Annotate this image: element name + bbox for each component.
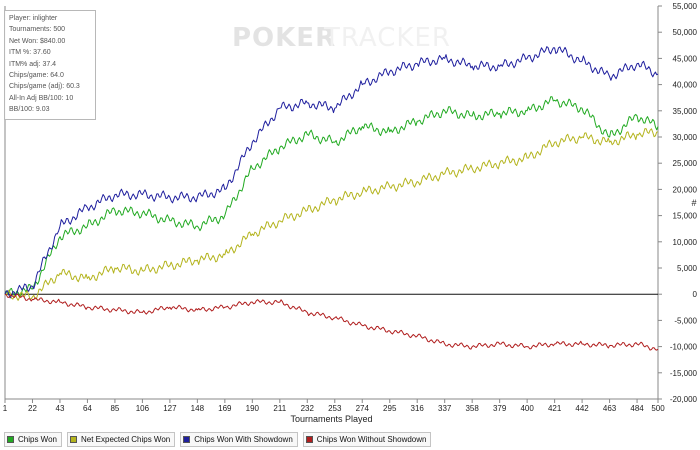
y-tick-label: 45,000 — [673, 54, 698, 63]
x-tick-label: 211 — [273, 404, 286, 413]
stats-chips-per-game-adj: Chips/game (adj): 60.3 — [9, 83, 80, 91]
legend-label: Chips Won — [18, 434, 57, 444]
x-tick-label: 43 — [56, 404, 65, 413]
legend-item-chips-won-with-showdown[interactable]: Chips Won With Showdown — [180, 431, 298, 447]
y-tick-label: 10,000 — [673, 238, 698, 247]
legend-label: Chips Won With Showdown — [194, 434, 293, 444]
x-tick-label: 190 — [246, 404, 260, 413]
legend-item-net-expected-chips-won[interactable]: Net Expected Chips Won — [66, 431, 176, 447]
x-tick-label: 85 — [110, 404, 119, 413]
x-tick-label: 500 — [651, 404, 665, 413]
stats-net-won: Net Won: $840.00 — [9, 37, 66, 45]
player-stats-box: Player: inlighter Tournaments: 500 Net W… — [4, 10, 96, 120]
x-tick-label: 106 — [136, 404, 150, 413]
series-line-chips-won — [4, 96, 659, 297]
series-line-chips-won-with-showdown — [4, 46, 659, 299]
series-line-chips-won-without-showdown — [4, 293, 659, 351]
stats-itm-adj: ITM% adj: 37.4 — [9, 60, 57, 68]
x-tick-label: 337 — [438, 404, 452, 413]
legend-swatch-net-expected — [69, 435, 77, 443]
stats-tournaments: Tournaments: 500 — [9, 26, 66, 34]
x-tick-label: 484 — [630, 404, 644, 413]
legend-label: Chips Won Without Showdown — [316, 434, 427, 444]
y-tick-label: -20,000 — [670, 395, 698, 404]
legend-item-chips-won[interactable]: Chips Won — [4, 431, 62, 447]
x-tick-label: 274 — [356, 404, 370, 413]
y-tick-label: 35,000 — [673, 107, 698, 116]
y-tick-label: -5,000 — [674, 316, 697, 325]
axes: -20,000 -15,000 -10,000 -5,000 0 5,000 10,000 1… — [3, 2, 698, 413]
y-tick-label: 30,000 — [673, 133, 698, 142]
stats-allin-adj-bb100: All-In Adj BB/100: 10 — [9, 94, 74, 102]
y-tick-label: 25,000 — [673, 159, 698, 168]
legend-label: Net Expected Chips Won — [80, 434, 171, 444]
y-tick-label: 20,000 — [673, 185, 698, 194]
x-tick-label: 232 — [301, 404, 315, 413]
series-group — [4, 46, 659, 351]
legend-swatch-without-showdown — [305, 435, 313, 443]
x-tick-label: 358 — [465, 404, 479, 413]
legend: Chips Won Net Expected Chips Won Chips W… — [0, 428, 700, 450]
x-tick-label: 463 — [603, 404, 617, 413]
y-tick-label: 40,000 — [673, 81, 698, 90]
y-axis-title: # — [691, 198, 696, 208]
legend-item-chips-won-without-showdown[interactable]: Chips Won Without Showdown — [302, 431, 432, 447]
y-tick-label: 55,000 — [673, 2, 698, 11]
x-tick-label: 64 — [83, 404, 92, 413]
watermark: POKER TRACKER — [232, 23, 451, 53]
legend-swatch-chips-won — [7, 435, 14, 443]
y-tick-label: -15,000 — [670, 369, 698, 378]
x-tick-label: 127 — [163, 404, 177, 413]
stats-player: Player: inlighter — [9, 15, 58, 22]
x-tick-label: 442 — [575, 404, 589, 413]
series-line-net-expected-chips-won — [4, 128, 659, 301]
y-tick-label: 50,000 — [673, 28, 698, 37]
x-tick-label: 148 — [191, 404, 205, 413]
x-tick-label: 421 — [548, 404, 562, 413]
x-tick-label: 253 — [328, 404, 342, 413]
x-tick-label: 1 — [3, 404, 8, 413]
x-tick-label: 295 — [383, 404, 397, 413]
watermark-poker: POKER — [232, 23, 336, 53]
x-tick-label: 22 — [28, 404, 37, 413]
stats-bb100: BB/100: 9.03 — [9, 106, 50, 114]
stats-chips-per-game: Chips/game: 64.0 — [9, 72, 64, 80]
y-tick-label: 15,000 — [673, 212, 698, 221]
x-axis-title: Tournaments Played — [290, 414, 372, 424]
y-tick-label: 0 — [693, 290, 698, 299]
x-tick-label: 400 — [520, 404, 534, 413]
x-tick-label: 316 — [411, 404, 425, 413]
y-tick-label: -10,000 — [670, 343, 698, 352]
y-tick-label: 5,000 — [677, 264, 698, 273]
x-tick-label: 379 — [493, 404, 507, 413]
chart: POKER TRACKER -20,000 -15,000 -10,000 -5,00… — [3, 2, 698, 424]
legend-swatch-with-showdown — [183, 435, 191, 443]
x-tick-label: 169 — [218, 404, 232, 413]
watermark-tracker: TRACKER — [323, 23, 451, 53]
stats-itm: ITM %: 37.60 — [9, 49, 51, 57]
